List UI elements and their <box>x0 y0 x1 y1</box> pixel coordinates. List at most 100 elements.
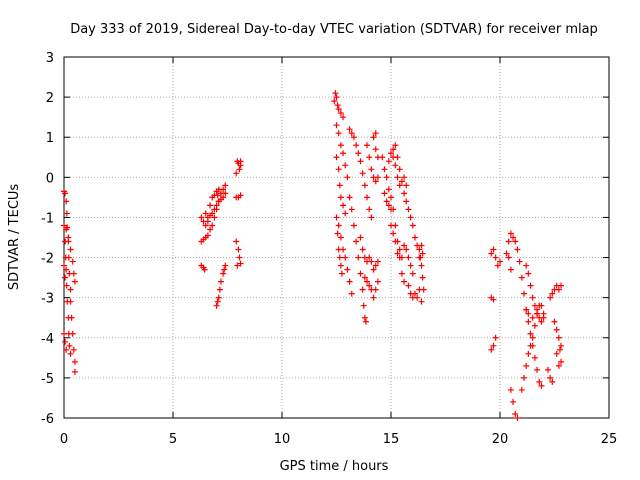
data-point <box>67 286 74 293</box>
y-tick-label: 0 <box>46 171 54 186</box>
y-tick-label: -6 <box>41 412 54 427</box>
data-point <box>549 378 556 385</box>
x-tick-label: 0 <box>60 432 68 447</box>
data-point <box>488 250 495 257</box>
data-point <box>538 382 545 389</box>
data-point <box>355 150 362 157</box>
y-tick-label: -5 <box>41 372 54 387</box>
data-point <box>544 366 551 373</box>
plot-frame <box>63 56 610 419</box>
data-point <box>388 150 394 157</box>
data-point <box>342 162 349 169</box>
data-point <box>67 246 74 253</box>
data-point <box>67 350 74 357</box>
data-point <box>418 242 425 249</box>
data-point <box>390 146 397 153</box>
data-point <box>420 286 427 293</box>
data-point <box>71 358 78 365</box>
data-point <box>374 278 381 285</box>
data-point <box>220 194 227 201</box>
data-point <box>558 358 565 365</box>
data-point <box>418 262 425 269</box>
data-points <box>61 90 565 421</box>
data-point <box>556 346 563 353</box>
data-point <box>348 130 355 137</box>
data-point <box>366 154 373 161</box>
data-point <box>220 270 227 277</box>
data-point <box>214 192 221 199</box>
series-tracks-06h <box>198 158 244 309</box>
y-tick-label: 3 <box>46 51 54 66</box>
data-point <box>547 294 554 301</box>
x-tick-label: 20 <box>492 432 509 447</box>
data-point <box>234 262 241 269</box>
data-point <box>337 110 344 117</box>
data-point <box>409 270 416 277</box>
data-point <box>333 154 340 161</box>
y-tick-label: -1 <box>41 211 54 226</box>
data-point <box>553 326 560 333</box>
data-point <box>344 174 351 181</box>
data-point <box>361 274 368 281</box>
y-tick-label: -3 <box>41 292 54 307</box>
data-point <box>383 198 390 205</box>
data-point <box>401 278 408 285</box>
data-point <box>366 282 373 289</box>
data-point <box>547 374 554 381</box>
data-point <box>555 334 562 341</box>
data-point <box>70 346 77 353</box>
data-point <box>555 286 562 293</box>
data-point <box>61 262 67 269</box>
data-point <box>333 94 340 101</box>
data-point <box>359 286 366 293</box>
data-point <box>368 258 375 265</box>
data-point <box>396 182 403 189</box>
data-point <box>368 214 375 221</box>
data-point <box>392 238 399 245</box>
data-point <box>534 310 541 317</box>
data-point <box>385 186 392 193</box>
data-point <box>525 310 532 317</box>
data-point <box>209 222 216 229</box>
data-point <box>394 174 401 181</box>
data-point <box>494 262 501 269</box>
data-point <box>405 206 412 213</box>
data-point <box>488 346 495 353</box>
data-point <box>342 254 349 261</box>
data-point <box>63 226 70 233</box>
data-point <box>510 398 517 405</box>
series-tracks-00h <box>61 188 78 375</box>
data-point <box>62 190 69 197</box>
data-point <box>381 190 388 197</box>
data-point <box>531 302 538 309</box>
data-point <box>374 258 381 265</box>
data-point <box>372 262 379 269</box>
data-point <box>336 254 343 261</box>
data-point <box>202 210 209 217</box>
data-point <box>370 134 377 141</box>
data-point <box>346 126 353 133</box>
data-point <box>403 198 410 205</box>
data-point <box>233 238 240 245</box>
data-point <box>419 274 426 281</box>
data-point <box>414 294 421 301</box>
data-point <box>538 318 545 325</box>
data-point <box>361 182 368 189</box>
data-point <box>207 202 214 209</box>
data-point <box>527 342 534 349</box>
data-point <box>359 170 366 177</box>
data-point <box>353 238 360 245</box>
data-point <box>331 98 338 105</box>
data-point <box>217 190 224 197</box>
data-point <box>405 254 412 261</box>
data-point <box>403 246 410 253</box>
data-point <box>353 142 360 149</box>
data-point <box>364 142 371 149</box>
data-point <box>333 214 340 221</box>
data-point <box>381 166 388 173</box>
x-tick-labels: 0 5 10 15 20 25 <box>60 432 617 447</box>
data-point <box>66 342 73 349</box>
data-point <box>236 166 243 173</box>
data-point <box>525 350 532 357</box>
data-point <box>215 198 222 205</box>
